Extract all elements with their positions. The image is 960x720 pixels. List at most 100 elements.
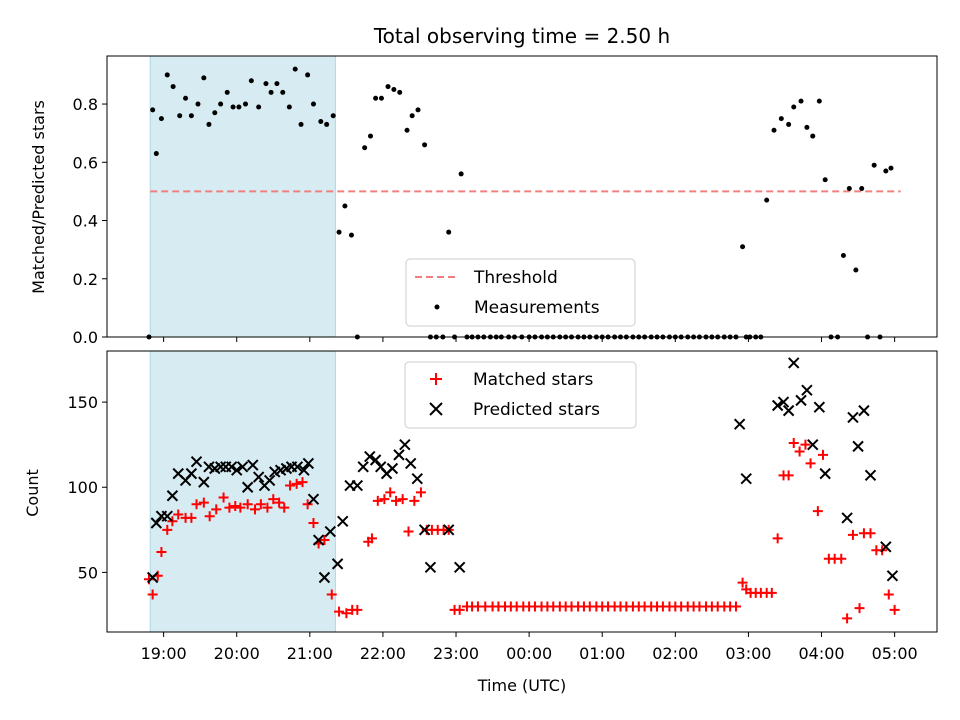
predicted-star-point (807, 438, 819, 451)
matched-star-point (454, 604, 465, 615)
matched-star-point (817, 449, 828, 460)
measurement-point (224, 89, 230, 95)
matched-star-point (198, 497, 209, 508)
matched-star-point (302, 499, 313, 510)
x-tick-label: 04:00 (798, 644, 844, 663)
measurement-point (846, 185, 852, 191)
predicted-star-point (399, 438, 411, 451)
measurement-point (367, 133, 373, 139)
matched-star-point (224, 502, 235, 513)
predicted-star-point (819, 467, 831, 480)
matched-star-point (372, 495, 383, 506)
matched-star-point (883, 589, 894, 600)
matched-star-point (788, 437, 799, 448)
predicted-star-point (733, 418, 746, 430)
predicted-star-point (166, 490, 179, 502)
measurement-point (158, 116, 164, 122)
x-tick-label: 20:00 (214, 644, 260, 663)
bottom-points (144, 357, 900, 624)
x-axis-label: Time (UTC) (477, 676, 566, 695)
measurement-point (324, 121, 330, 127)
predicted-star-point (236, 461, 249, 473)
x-tick-label: 03:00 (725, 644, 771, 663)
matched-star-point (766, 587, 777, 598)
measurement-point (236, 104, 242, 110)
measurement-point (422, 142, 428, 148)
matched-star-point (173, 509, 184, 520)
measurement-point (256, 104, 262, 110)
measurement-point (888, 165, 894, 171)
predicted-star-point (771, 399, 784, 412)
predicted-star-point (852, 440, 864, 453)
measurement-point (791, 104, 797, 110)
measurement-point (798, 98, 804, 104)
matched-star-point (285, 480, 296, 491)
predicted-star-point (307, 493, 320, 505)
predicted-star-point (225, 461, 238, 473)
top-y-ticks: 0.0 0.2 0.4 0.6 0.8 (73, 95, 107, 347)
predicted-star-point (198, 476, 210, 488)
top-y-axis-label: Matched/Predicted stars (29, 100, 48, 294)
chart-title: Total observing time = 2.50 h (373, 24, 670, 48)
measurement-point (170, 84, 176, 90)
measurement-point (883, 168, 889, 174)
bottom-x-ticks: 19:00 20:00 21:00 22:00 23:00 00:00 01:00 02:00… (141, 632, 918, 663)
legend-matched-label: Matched stars (473, 370, 593, 390)
measurement-point (298, 121, 304, 127)
measurement-point (286, 104, 292, 110)
matched-star-point (794, 446, 805, 457)
predicted-star-point (788, 357, 800, 369)
measurement-point (816, 98, 822, 104)
matched-star-point (262, 502, 273, 513)
predicted-star-point (214, 461, 227, 473)
matched-star-point (847, 529, 858, 540)
y-tick-label: 0.4 (73, 212, 98, 231)
matched-star-point (403, 526, 414, 537)
y-tick-label: 100 (67, 478, 98, 497)
matched-star-point (147, 589, 158, 600)
matched-star-point (842, 613, 853, 624)
measurement-point (385, 84, 391, 90)
legend-measurements-label: Measurements (474, 298, 600, 318)
x-tick-label: 22:00 (360, 644, 406, 663)
predicted-star-point (813, 401, 826, 413)
matched-star-point (204, 511, 215, 522)
measurement-point (188, 113, 194, 119)
measurement-point (153, 151, 159, 157)
matched-star-point (812, 506, 823, 517)
x-tick-label: 05:00 (872, 644, 918, 663)
predicted-star-point (864, 469, 877, 482)
predicted-star-point (418, 524, 431, 536)
predicted-star-point (302, 457, 315, 470)
predicted-star-point (318, 571, 331, 584)
predicted-star-point (801, 384, 813, 396)
top-panel-frame (106, 55, 938, 338)
predicted-star-point (247, 459, 259, 471)
matched-star-point (235, 502, 246, 513)
predicted-star-point (146, 571, 159, 584)
matched-star-point (297, 477, 308, 488)
matched-star-point (211, 504, 222, 515)
predicted-star-point (324, 525, 336, 538)
measurement-point (177, 113, 183, 119)
measurement-point (378, 95, 384, 101)
predicted-star-point (393, 449, 405, 461)
matched-star-point (308, 518, 319, 529)
measurement-point (274, 81, 280, 87)
measurement-point (771, 127, 777, 133)
legend-matched-swatch (430, 373, 442, 385)
predicted-star-point (357, 461, 369, 473)
measurement-point (330, 113, 336, 119)
predicted-star-point (331, 558, 344, 570)
measurement-point (404, 127, 410, 133)
measurement-point (822, 177, 828, 183)
top-legend: Threshold Measurements (405, 258, 636, 327)
top-span-highlight (149, 55, 336, 338)
x-tick-label: 02:00 (652, 644, 698, 663)
measurement-point (318, 119, 324, 125)
bottom-legend: Matched stars Predicted stars (404, 361, 637, 429)
measurement-point (336, 229, 342, 235)
matched-star-point (865, 528, 876, 539)
